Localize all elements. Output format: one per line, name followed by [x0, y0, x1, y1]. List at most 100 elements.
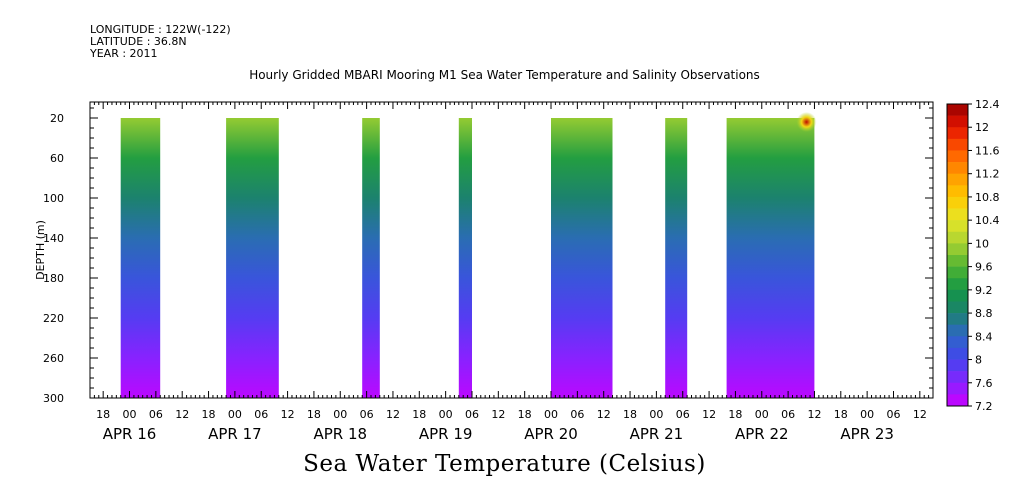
hour-tick-label: 12 — [597, 408, 611, 421]
date-label: APR 17 — [208, 425, 262, 443]
colorbar-tick-label: 12 — [975, 121, 989, 134]
colorbar-band — [947, 324, 968, 337]
hour-tick-label: 12 — [913, 408, 927, 421]
hour-tick-label: 06 — [254, 408, 268, 421]
hour-tick-label: 18 — [728, 408, 742, 421]
depth-tick-label: 300 — [43, 392, 64, 405]
colorbar-band — [947, 104, 968, 116]
chart-title: Hourly Gridded MBARI Mooring M1 Sea Wate… — [249, 68, 760, 82]
hour-tick-label: 06 — [360, 408, 374, 421]
depth-tick-label: 100 — [43, 192, 64, 205]
hour-tick-label: 00 — [228, 408, 242, 421]
colorbar-band — [947, 196, 968, 209]
hour-tick-label: 12 — [702, 408, 716, 421]
data-segment-4 — [458, 118, 472, 398]
hour-tick-label: 00 — [755, 408, 769, 421]
hour-tick-label: 06 — [886, 408, 900, 421]
colorbar-band — [947, 150, 968, 163]
colorbar-tick-label: 10.8 — [975, 191, 1000, 204]
colorbar-band — [947, 185, 968, 198]
colorbar-tick-label: 11.2 — [975, 168, 1000, 181]
hour-tick-label: 00 — [439, 408, 453, 421]
data-segment-3 — [362, 118, 380, 398]
date-label: APR 22 — [735, 425, 789, 443]
colorbar-band — [947, 289, 968, 302]
date-label: APR 23 — [840, 425, 894, 443]
hour-tick-label: 06 — [570, 408, 584, 421]
time-axis: 18 00 06 12 18 00 06 12 18 00 06 12 18 00 06 12 18 00 06 12… — [89, 102, 934, 443]
colorbar-band — [947, 173, 968, 186]
colorbar-tick-label: 12.4 — [975, 98, 1000, 111]
colorbar-tick-label: 9.6 — [975, 261, 993, 274]
hour-tick-label: 18 — [623, 408, 637, 421]
colorbar-tick-label: 8.8 — [975, 307, 993, 320]
depth-tick-label: 20 — [50, 112, 64, 125]
depth-tick-label: 140 — [43, 232, 64, 245]
depth-tick-label: 180 — [43, 272, 64, 285]
date-label: APR 20 — [524, 425, 578, 443]
colorbar-band — [947, 278, 968, 291]
colorbar-band — [947, 127, 968, 140]
hour-tick-label: 06 — [676, 408, 690, 421]
data-segment-2 — [226, 118, 279, 398]
colorbar-band — [947, 115, 968, 128]
colorbar: 12.4 12 11.6 11.2 10.8 10.4 10 9.6 9.2 8.8 8.4 8 7.6… — [946, 98, 1000, 413]
depth-tick-label: 260 — [43, 352, 64, 365]
hour-tick-label: 00 — [860, 408, 874, 421]
colorbar-band — [947, 138, 968, 151]
hour-tick-label: 18 — [202, 408, 216, 421]
colorbar-tick-label: 10.4 — [975, 214, 1000, 227]
date-label: APR 21 — [630, 425, 684, 443]
hour-tick-label: 00 — [123, 408, 137, 421]
depth-tick-label: 60 — [50, 152, 64, 165]
colorbar-band — [947, 382, 968, 395]
longitude-label: LONGITUDE : 122W(-122) — [90, 23, 231, 36]
colorbar-tick-label: 7.2 — [975, 400, 993, 413]
colorbar-band — [947, 394, 968, 407]
hour-tick-label: 12 — [807, 408, 821, 421]
warm-surface-spot — [796, 112, 817, 132]
hour-tick-label: 18 — [96, 408, 110, 421]
latitude-label: LATITUDE : 36.8N — [90, 35, 187, 48]
hour-tick-label: 12 — [491, 408, 505, 421]
hour-tick-label: 18 — [518, 408, 532, 421]
date-label: APR 18 — [313, 425, 367, 443]
colorbar-band — [947, 255, 968, 267]
hour-tick-label: 18 — [412, 408, 426, 421]
colorbar-tick-label: 10 — [975, 237, 989, 250]
colorbar-border — [946, 103, 969, 407]
depth-axis: 20 60 100 140 180 220 260 300 DEPTH (m) — [34, 107, 933, 405]
colorbar-tick-label: 8 — [975, 354, 982, 367]
colorbar-band — [947, 371, 968, 384]
hour-tick-label: 00 — [649, 408, 663, 421]
colorbar-band — [947, 243, 968, 256]
year-label: YEAR : 2011 — [90, 47, 158, 60]
colorbar-band — [947, 336, 968, 349]
depth-axis-title: DEPTH (m) — [34, 220, 47, 280]
data-segments — [120, 112, 817, 398]
colorbar-tick-label: 9.2 — [975, 284, 993, 297]
date-label: APR 19 — [419, 425, 473, 443]
colorbar-band — [947, 231, 968, 244]
colorbar-band — [947, 220, 968, 233]
header-info: LONGITUDE : 122W(-122) LATITUDE : 36.8N … — [90, 24, 231, 60]
hour-tick-label: 00 — [544, 408, 558, 421]
hour-tick-label: 06 — [149, 408, 163, 421]
hour-tick-label: 00 — [333, 408, 347, 421]
colorbar-band — [947, 266, 968, 279]
data-segment-5 — [551, 118, 613, 398]
hour-tick-label: 12 — [281, 408, 295, 421]
colorbar-tick-label: 8.4 — [975, 330, 993, 343]
data-segment-6 — [665, 118, 688, 398]
hour-tick-label: 06 — [465, 408, 479, 421]
date-label: APR 16 — [103, 425, 157, 443]
hour-tick-label: 18 — [307, 408, 321, 421]
colorbar-band — [947, 162, 968, 174]
colorbar-tick-label: 11.6 — [975, 144, 1000, 157]
colorbar-band — [947, 347, 968, 360]
colorbar-band — [947, 208, 968, 221]
depth-tick-label: 220 — [43, 312, 64, 325]
hour-tick-label: 12 — [175, 408, 189, 421]
data-segment-7 — [726, 118, 815, 398]
